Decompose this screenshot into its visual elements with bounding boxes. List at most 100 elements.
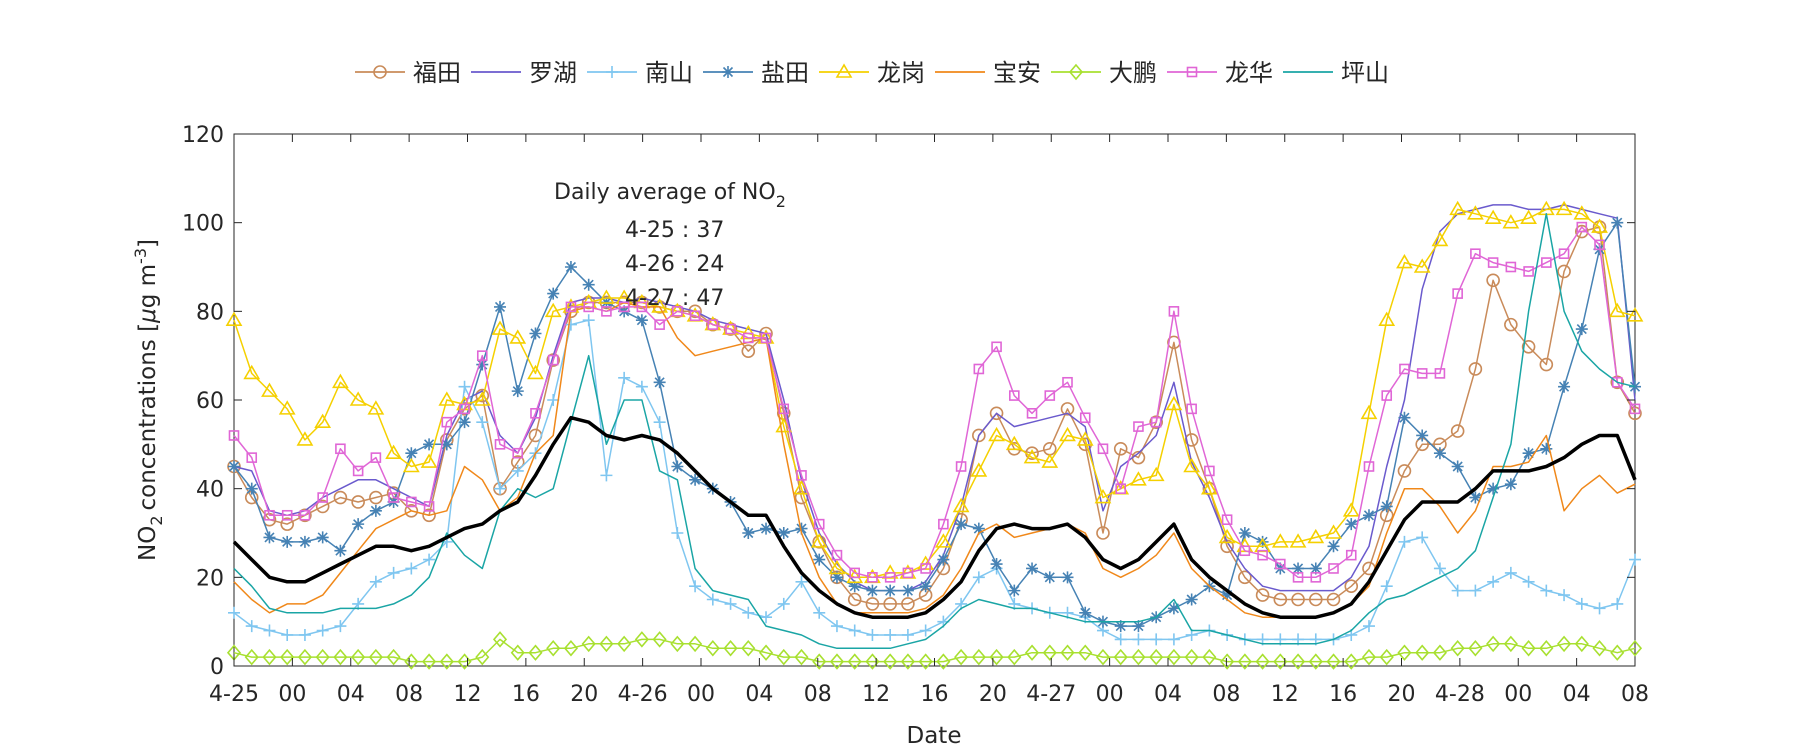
data-point: [600, 469, 613, 482]
data-point: [866, 584, 879, 597]
data-point: [404, 504, 419, 518]
data-point: [1325, 524, 1342, 539]
data-point: [298, 535, 311, 548]
legend-label: 罗湖: [529, 59, 577, 87]
data-point: [938, 518, 949, 530]
legend-label: 龙华: [1225, 59, 1273, 87]
x-tick-label: 16: [1329, 682, 1357, 707]
data-point: [565, 301, 577, 313]
series-5: [233, 301, 1636, 618]
data-point: [225, 311, 243, 327]
legend-entry: 龙岗: [819, 59, 925, 87]
series-8: [233, 213, 1636, 650]
data-point: [1238, 570, 1252, 585]
data-point: [334, 620, 347, 633]
data-point: [1415, 644, 1430, 661]
data-point: [1044, 390, 1056, 401]
data-point: [1487, 575, 1500, 588]
data-point: [1184, 648, 1199, 666]
data-point: [527, 364, 544, 380]
data-point: [1238, 527, 1251, 539]
data-point: [385, 444, 403, 460]
legend-label: 宝安: [993, 59, 1041, 87]
data-point: [1167, 633, 1180, 646]
data-point: [1132, 620, 1145, 633]
data-point: [707, 319, 719, 330]
data-point: [1416, 531, 1429, 544]
x-tick-label: 12: [1271, 682, 1299, 707]
data-point: [349, 391, 367, 406]
data-point: [1257, 549, 1268, 561]
data-point: [1433, 447, 1446, 460]
data-point: [758, 644, 774, 661]
legend-label: 福田: [413, 59, 461, 87]
data-point: [688, 304, 702, 319]
data-point: [972, 571, 985, 584]
data-point: [1540, 584, 1553, 597]
data-point: [1450, 424, 1465, 438]
data-point: [1042, 644, 1057, 661]
data-point: [510, 644, 525, 661]
data-point: [475, 388, 490, 403]
data-point: [919, 624, 932, 637]
x-tick-label: 20: [1388, 682, 1416, 707]
data-point: [1434, 368, 1446, 379]
data-point: [812, 653, 827, 670]
data-point: [298, 628, 311, 641]
data-point: [1009, 390, 1020, 401]
data-point: [1326, 653, 1341, 670]
data-point: [724, 597, 737, 610]
data-point: [1062, 376, 1073, 388]
data-point: [1575, 597, 1588, 610]
data-point: [1008, 584, 1021, 597]
data-point: [1360, 404, 1378, 420]
data-point: [369, 490, 383, 505]
data-point: [476, 416, 489, 429]
data-point: [405, 562, 418, 575]
data-point: [512, 447, 524, 459]
data-point: [1308, 653, 1323, 670]
data-point: [1611, 597, 1624, 610]
data-point: [972, 522, 985, 535]
x-tick-label: 00: [278, 682, 306, 707]
data-point: [1168, 306, 1180, 317]
data-point: [245, 482, 258, 495]
data-point: [1041, 453, 1059, 468]
data-point: [1592, 640, 1607, 657]
data-point: [1629, 403, 1641, 415]
legend-marker: [1186, 66, 1198, 78]
data-point: [1629, 553, 1641, 566]
data-point: [494, 300, 507, 313]
data-point: [705, 640, 720, 657]
data-point: [1361, 648, 1377, 666]
data-point: [1202, 648, 1217, 666]
data-point: [777, 527, 790, 539]
data-point: [1505, 261, 1517, 273]
data-point: [1150, 633, 1163, 646]
data-point: [689, 310, 701, 322]
data-point: [777, 597, 790, 610]
data-point: [1398, 411, 1411, 424]
data-point: [991, 341, 1002, 353]
data-point: [262, 648, 277, 666]
data-point: [1079, 606, 1092, 619]
data-point: [281, 509, 293, 521]
data-point: [458, 380, 471, 393]
data-point: [1165, 395, 1183, 411]
data-point: [333, 648, 348, 666]
data-point: [441, 416, 453, 428]
data-point: [582, 314, 595, 327]
data-point: [1591, 218, 1608, 233]
data-point: [299, 509, 311, 521]
data-point: [742, 606, 755, 619]
data-point: [1432, 644, 1447, 661]
data-point: [1096, 526, 1110, 540]
data-point: [1204, 465, 1215, 477]
y-label-no: NO: [135, 526, 161, 561]
axis-layer: 0 20 40 60 80 100 120 4-25 00 04 08 12 16 20 4-26 00 04 0…: [182, 123, 1649, 707]
data-point: [458, 416, 471, 429]
data-point: [280, 517, 295, 531]
data-point: [509, 329, 527, 344]
data-point: [989, 406, 1004, 421]
data-point: [244, 648, 259, 666]
